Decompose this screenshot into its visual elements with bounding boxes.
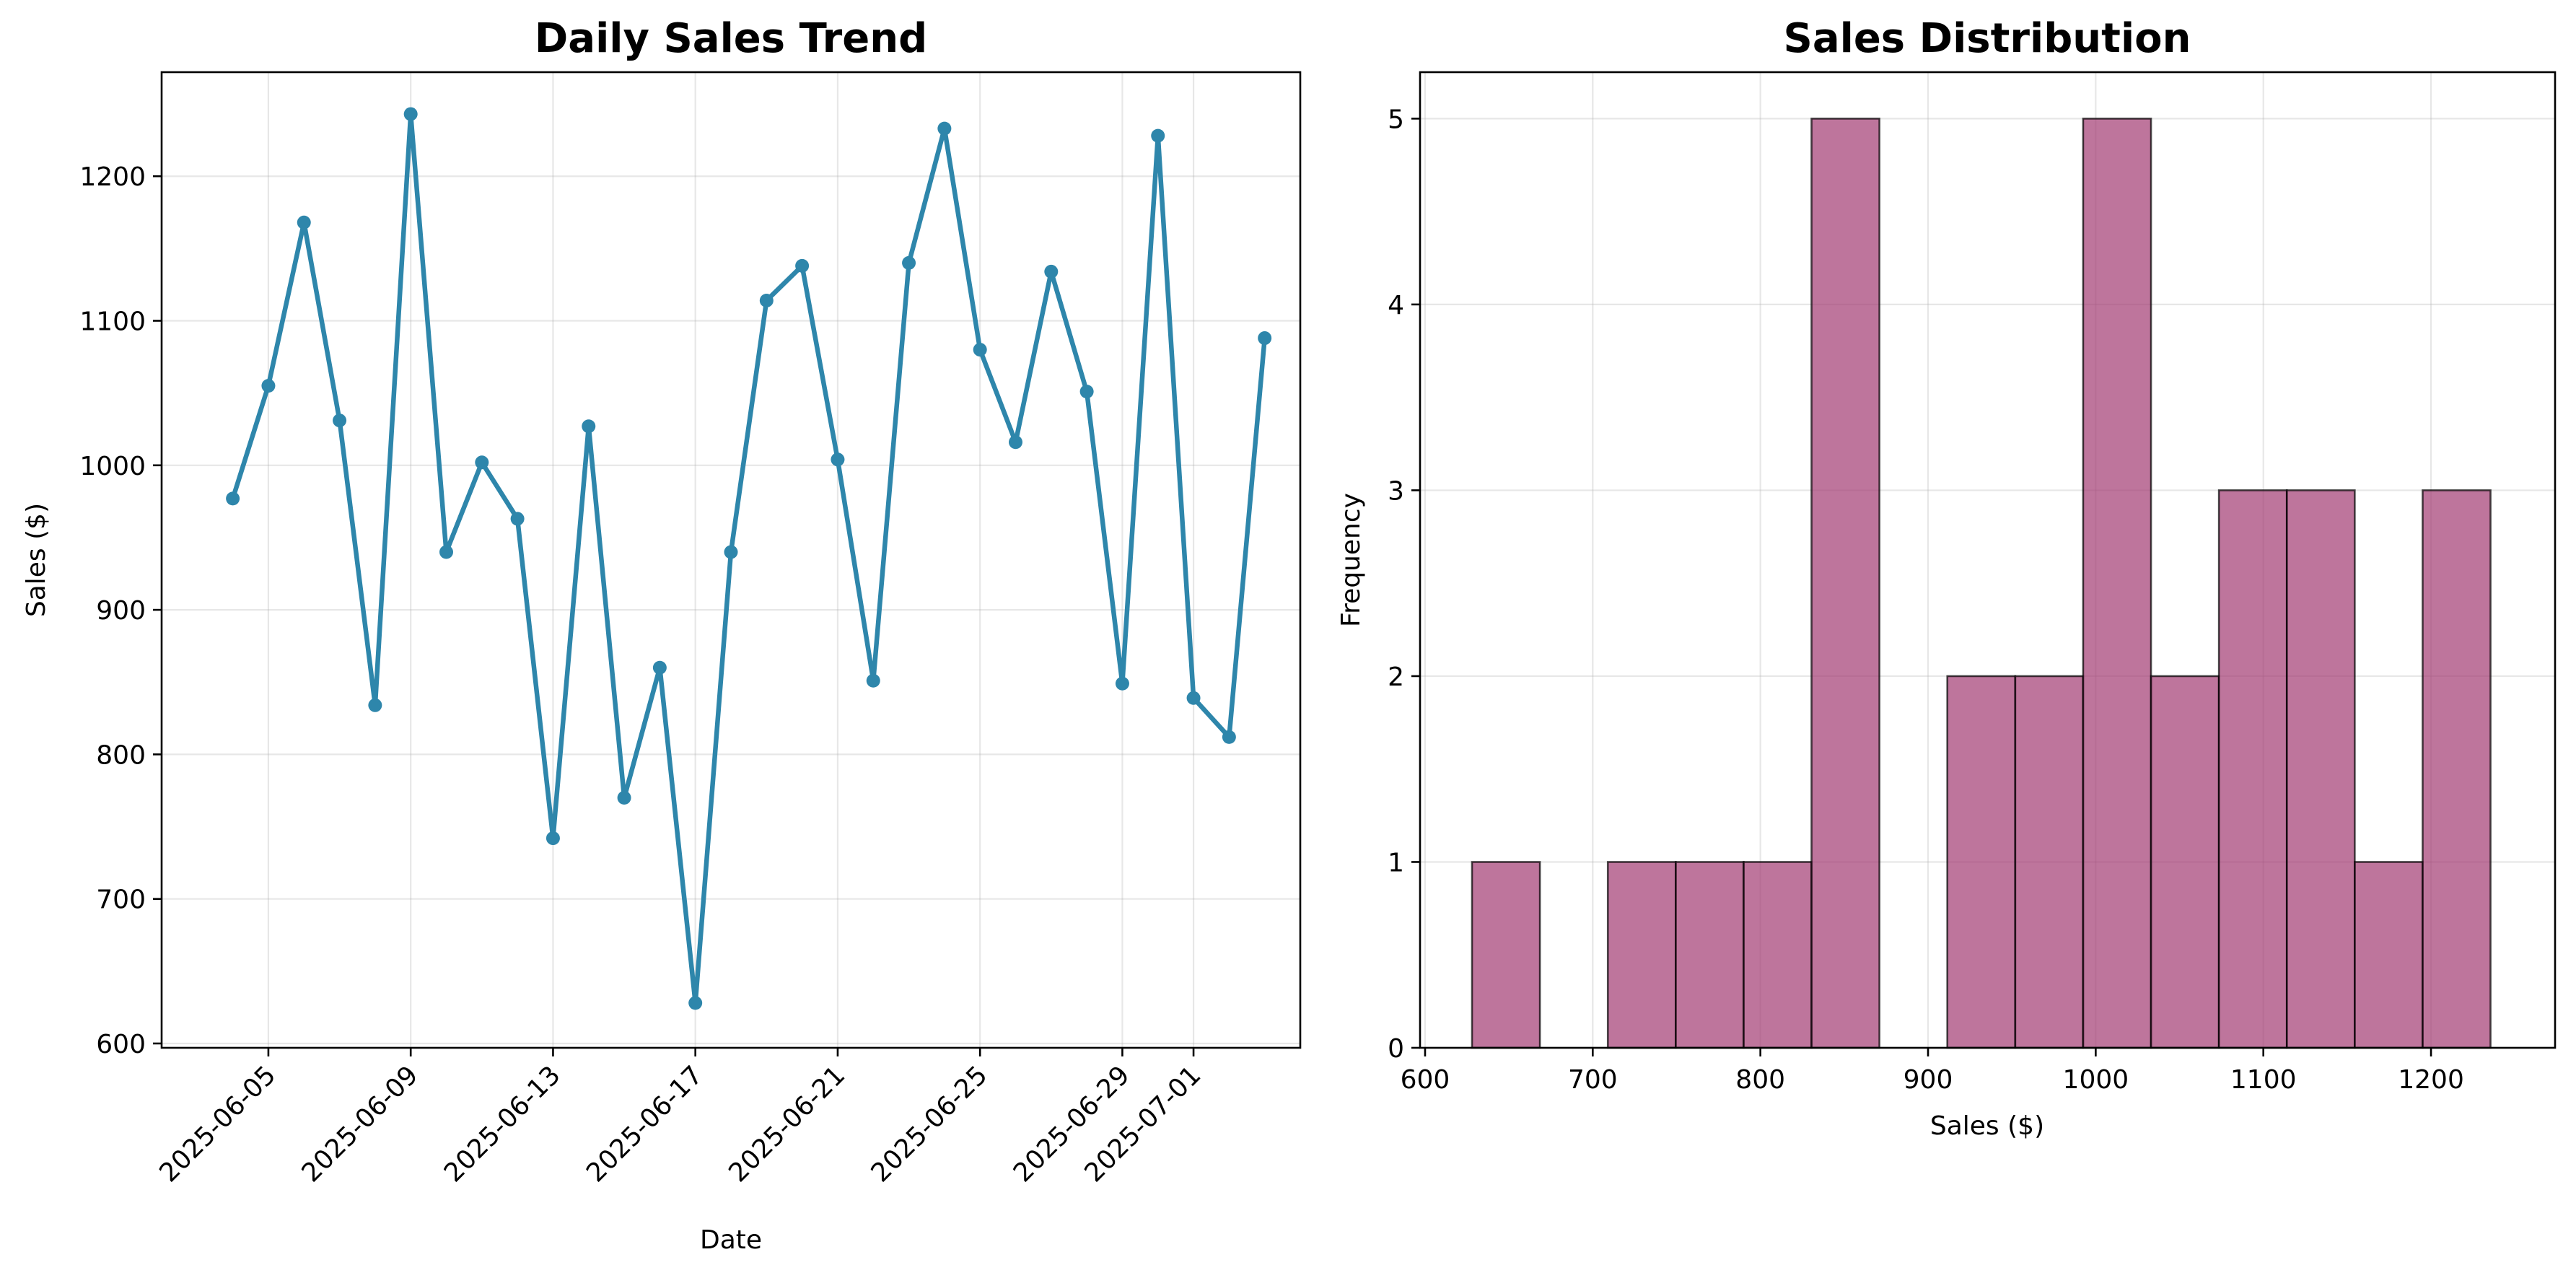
line-chart-series-line [230,111,1267,1006]
line-chart-point [1115,676,1129,691]
histogram-x-tick-label: 1200 [2398,1065,2464,1095]
line-chart-point [1079,385,1094,399]
histogram-y-tick-label: 4 [1388,291,1404,320]
histogram-bar [2422,489,2492,1049]
line-chart-point [297,215,311,229]
histogram-x-axis-label: Sales ($) [1930,1111,2044,1141]
histogram-bar [1675,861,1745,1049]
histogram-bar [1606,861,1677,1049]
histogram-bar [1810,118,1880,1049]
histogram-bar [2082,118,2152,1049]
histogram-bar [1743,861,1813,1049]
histogram-x-ticks: 600 700 800 900 1000 1100 1200 [1401,1048,2464,1095]
line-chart-y-tick-label: 700 [96,885,146,915]
histogram-bars [1471,118,2492,1049]
line-chart-y-tick-label: 1000 [79,452,146,481]
histogram-y-tick-label: 0 [1388,1034,1404,1064]
histogram-y-axis-label: Frequency [1336,493,1366,627]
line-chart-point [1151,128,1165,143]
line-chart-y-tick-label: 1200 [79,162,146,192]
line-chart-y-tick-label: 600 [96,1030,146,1059]
line-chart-point [582,419,596,434]
histogram-y-tick-label: 2 [1388,662,1404,692]
line-chart-point [759,293,774,307]
line-chart-point [973,343,987,357]
histogram-bar [2014,675,2085,1049]
line-chart-y-axis-label: Sales ($) [22,503,51,617]
line-chart-point [724,545,738,559]
histogram-x-tick-label: 1000 [2063,1065,2129,1095]
histogram-x-tick-label: 800 [1735,1065,1785,1095]
histogram-plot-frame [1419,71,2557,1049]
line-chart-point [902,255,916,270]
histogram-bar [1946,675,2017,1049]
line-chart-point [1222,730,1236,744]
line-chart-y-tick-label: 1100 [79,307,146,337]
histogram-x-tick-label: 700 [1568,1065,1618,1095]
line-chart-point [937,121,952,136]
line-chart-point [617,790,631,805]
line-chart-point [546,831,560,846]
line-chart-point [652,660,667,675]
line-chart-point [1258,331,1272,346]
histogram-x-tick-label: 600 [1401,1065,1450,1095]
histogram-y-tick-label: 1 [1388,848,1404,877]
line-chart-x-axis-label: Date [700,1225,762,1255]
line-chart-point [333,413,347,428]
histogram-y-tick-label: 5 [1388,105,1404,134]
line-chart-point [1044,264,1059,279]
histogram-bar [1471,861,1541,1049]
line-chart-point [1009,435,1022,450]
histogram-bar [2217,489,2288,1049]
line-chart-point [510,512,525,526]
histogram-bar [2150,675,2220,1049]
line-chart-series [226,107,1272,1010]
line-chart-y-ticks: 600 700 800 900 1000 1100 1200 [79,162,162,1059]
histogram-bar [2285,489,2356,1049]
histogram-y-tick-label: 3 [1388,476,1404,506]
line-chart-plot-frame [160,71,1302,1049]
histogram-y-ticks: 0 1 2 3 4 5 [1388,105,1420,1064]
line-chart-grid [162,72,1300,1048]
histogram-title: Sales Distribution [1784,15,2191,62]
line-chart-point [403,107,418,121]
line-chart-point [226,491,240,506]
histogram-x-tick-label: 1100 [2230,1065,2297,1095]
line-chart-point [688,996,703,1010]
line-chart-point [866,673,880,688]
line-chart-point [795,258,810,273]
line-chart-point [475,455,489,470]
histogram-chart: 600 700 800 900 1000 1100 1200 0 1 2 3 4 5 Sales Di… [1336,15,2557,1141]
line-chart-y-tick-label: 900 [96,596,146,626]
histogram-x-tick-label: 900 [1903,1065,1953,1095]
line-chart-y-tick-label: 800 [96,740,146,770]
line-chart-point [368,698,382,712]
line-chart-title: Daily Sales Trend [535,15,927,62]
line-chart-point [831,452,845,467]
line-chart-point [1186,691,1201,705]
line-chart-point [439,545,453,559]
line-chart-point [261,379,276,393]
histogram-bar [2354,861,2424,1049]
